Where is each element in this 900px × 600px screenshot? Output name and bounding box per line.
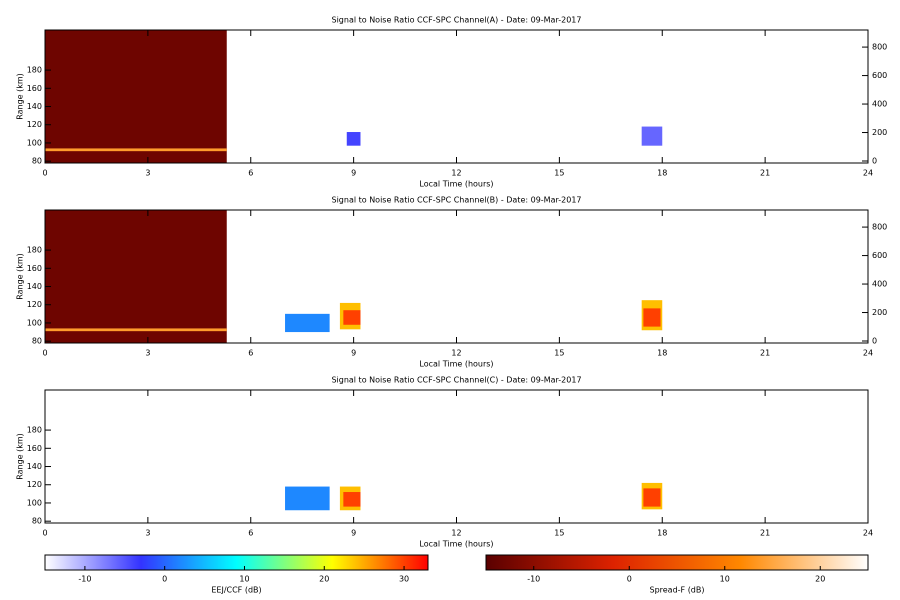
heat-cell [285, 486, 330, 511]
heat-cell [45, 148, 227, 152]
y-axis-label: Range (km) [16, 253, 25, 300]
y-tick-label: 160 [27, 84, 42, 93]
heat-cell [643, 488, 661, 507]
y-tick-label: 140 [27, 282, 42, 291]
x-tick-label: 3 [145, 349, 150, 358]
heat-cell [45, 210, 227, 343]
x-tick-label: 0 [42, 349, 47, 358]
y-tick-label: 100 [27, 498, 42, 507]
x-axis-label: Local Time (hours) [419, 180, 493, 189]
colorbar [486, 555, 868, 570]
y-tick-label: 100 [27, 318, 42, 327]
x-tick-label: 9 [351, 349, 356, 358]
colorbar-label: Spread-F (dB) [649, 586, 704, 595]
panel-title: Signal to Noise Ratio CCF-SPC Channel(A)… [332, 16, 582, 25]
x-axis-label: Local Time (hours) [419, 540, 493, 549]
cells [45, 210, 663, 343]
x-tick-label: 6 [248, 349, 253, 358]
plot-frame [44, 389, 869, 524]
y2-tick-label: 600 [872, 251, 887, 260]
heat-cell [45, 30, 227, 163]
x-tick-label: 21 [760, 529, 770, 538]
y-tick-label: 80 [32, 157, 42, 166]
y2-tick-label: 0 [872, 337, 877, 346]
x-tick-label: 0 [42, 169, 47, 178]
y-tick-label: 80 [32, 517, 42, 526]
x-tick-label: 6 [248, 529, 253, 538]
y2-tick-label: 600 [872, 71, 887, 80]
y2-tick-label: 800 [872, 223, 887, 232]
x-tick-label: 9 [351, 529, 356, 538]
y-tick-label: 120 [27, 120, 42, 129]
x-tick-label: 21 [760, 169, 770, 178]
x-tick-label: 24 [863, 169, 873, 178]
x-tick-label: 15 [554, 529, 564, 538]
x-tick-label: 15 [554, 349, 564, 358]
x-tick-label: 18 [657, 349, 667, 358]
y-tick-label: 120 [27, 300, 42, 309]
x-tick-label: 24 [863, 349, 873, 358]
y-tick-label: 180 [27, 66, 42, 75]
colorbar-tick-label: 10 [720, 575, 730, 584]
panel-title: Signal to Noise Ratio CCF-SPC Channel(B)… [332, 196, 582, 205]
x-tick-label: 12 [451, 169, 461, 178]
y2-tick-label: 800 [872, 43, 887, 52]
heat-cell [285, 313, 330, 333]
y-axis-label: Range (km) [16, 433, 25, 480]
y-tick-label: 180 [27, 246, 42, 255]
y-tick-label: 140 [27, 102, 42, 111]
heat-cell [346, 132, 361, 146]
x-tick-label: 3 [145, 529, 150, 538]
heat-cell [343, 492, 361, 507]
x-tick-label: 15 [554, 169, 564, 178]
colorbar-frame [485, 554, 869, 571]
heat-cell [45, 328, 227, 332]
heat-cell [643, 308, 661, 327]
cells [285, 482, 663, 511]
y2-tick-label: 200 [872, 308, 887, 317]
x-tick-label: 12 [451, 529, 461, 538]
y-tick-label: 160 [27, 264, 42, 273]
heat-cell [343, 310, 361, 325]
y-tick-label: 100 [27, 138, 42, 147]
colorbar [45, 555, 428, 570]
heat-cell [641, 126, 663, 146]
y2-tick-label: 200 [872, 128, 887, 137]
y-tick-label: 80 [32, 337, 42, 346]
colorbar-tick-label: 20 [815, 575, 825, 584]
x-axis-label: Local Time (hours) [419, 360, 493, 369]
colorbar-label: EEJ/CCF (dB) [211, 586, 261, 595]
colorbar-frame [44, 554, 429, 571]
colorbar-tick-label: 10 [239, 575, 249, 584]
cells [45, 30, 663, 163]
x-tick-label: 18 [657, 529, 667, 538]
x-tick-label: 12 [451, 349, 461, 358]
y-tick-label: 180 [27, 426, 42, 435]
y2-tick-label: 400 [872, 280, 887, 289]
colorbar-tick-label: -10 [78, 575, 91, 584]
x-tick-label: 3 [145, 169, 150, 178]
y-tick-label: 120 [27, 480, 42, 489]
y-tick-label: 160 [27, 444, 42, 453]
y-axis-label: Range (km) [16, 73, 25, 120]
y-tick-label: 140 [27, 462, 42, 471]
x-tick-label: 6 [248, 169, 253, 178]
x-tick-label: 24 [863, 529, 873, 538]
x-tick-label: 9 [351, 169, 356, 178]
x-tick-label: 18 [657, 169, 667, 178]
colorbar-tick-label: 30 [399, 575, 409, 584]
y2-tick-label: 400 [872, 100, 887, 109]
colorbar-tick-label: -10 [527, 575, 540, 584]
colorbar-tick-label: 0 [627, 575, 632, 584]
y2-tick-label: 0 [872, 157, 877, 166]
colorbar-tick-label: 0 [162, 575, 167, 584]
colorbar-tick-label: 20 [319, 575, 329, 584]
x-tick-label: 0 [42, 529, 47, 538]
panel-title: Signal to Noise Ratio CCF-SPC Channel(C)… [331, 376, 581, 385]
x-tick-label: 21 [760, 349, 770, 358]
